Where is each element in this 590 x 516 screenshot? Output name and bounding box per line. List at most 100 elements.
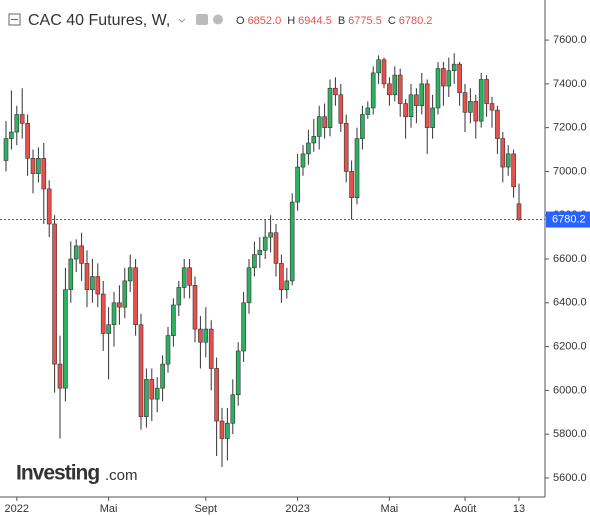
candle-body [435,68,441,109]
candle-body [446,70,452,87]
watermark-suffix: .com [105,467,138,484]
legend-value: 6780.2 [399,15,433,27]
x-tick-label: 2023 [285,503,309,515]
candle-body [144,379,149,417]
candle-body [117,302,122,308]
candle-body [392,74,398,96]
candle-body [25,122,30,159]
candle-body [122,280,128,308]
candle-body [500,138,506,168]
candle-body [370,72,376,109]
candle-body [349,171,354,199]
candle-body [403,103,408,117]
legend-value: 6852.0 [248,15,282,27]
candle-body [111,302,117,325]
candle-body [316,116,322,137]
candle-body [327,87,333,128]
candle-body [181,267,187,288]
candle-body [451,63,457,72]
legend-label: C [388,15,396,27]
candle-body [36,157,41,174]
candle-body [149,379,155,400]
candle-body [273,232,279,264]
candle-body [14,114,20,133]
candle-body [311,136,317,144]
candle-body [246,267,252,304]
candle-body [52,223,57,365]
last-price-label: 6780.2 [552,213,586,225]
candle-body [41,157,47,190]
candle-body [84,263,90,290]
candle-body [478,79,484,122]
settings-icon[interactable] [213,14,223,25]
candle-body [160,363,165,389]
candle-body [225,422,230,439]
candle-body [219,420,225,439]
candle-body [262,236,268,251]
candle-body [63,289,68,389]
candle-body [19,114,25,124]
x-tick-label: 2022 [5,503,29,515]
candle-body [484,79,489,104]
candle-body [397,74,403,104]
candle-body [57,363,63,389]
y-tick-label: 6200.0 [553,340,587,352]
candle-body [187,267,192,286]
candle-body [473,101,479,122]
collapse-icon[interactable] [8,13,21,26]
candle-body [154,387,160,400]
legend-label: B [338,15,345,27]
candle-body [268,232,273,238]
candle-body [198,328,203,343]
candle-body [441,68,446,87]
y-tick-label: 6000.0 [553,384,587,396]
candle-body [306,142,311,155]
candle-body [176,287,182,306]
candle-body [284,280,290,290]
candle-body [495,109,500,139]
candle-body [214,368,219,422]
candle-body [95,276,101,295]
candle-body [46,188,52,225]
candle-body [138,324,144,417]
last-price-box [546,211,590,228]
candle-body [30,157,36,174]
dropdown-icon[interactable] [178,18,186,23]
legend-label: H [287,15,295,27]
candle-body [360,114,365,139]
candle-body [457,63,462,93]
candle-body [9,131,14,139]
candle-body [68,258,74,290]
candle-body [192,284,198,330]
candle-body [73,245,79,260]
x-tick-label: 13 [513,503,525,515]
chart-title: CAC 40 Futures, W, [28,12,170,29]
candle-body [79,245,84,264]
candle-body [338,94,344,124]
candle-body [419,83,425,107]
candle-body [279,263,284,290]
candle-body [381,59,387,85]
watermark-brand: Investing [16,462,99,485]
candle-body [511,153,516,188]
y-tick-label: 7000.0 [553,165,587,177]
legend-value: 6944.5 [298,15,332,27]
legend-label: O [236,15,245,27]
x-tick-label: Mai [381,503,399,515]
candle-body [354,138,360,199]
candle-body [257,249,263,255]
candle-body [100,293,106,334]
x-tick-label: Août [454,503,477,515]
x-tick-label: Sept [194,503,217,515]
candle-body [127,267,133,282]
candle-body [376,59,381,74]
candle-body [106,324,111,334]
candle-body [489,103,495,111]
candle-body [295,166,300,203]
candle-body [230,394,236,424]
visibility-icon[interactable] [196,14,208,25]
y-tick-label: 7600.0 [553,34,587,46]
y-tick-label: 6600.0 [553,253,587,265]
candle-body [430,107,435,128]
y-tick-label: 5800.0 [553,428,587,440]
